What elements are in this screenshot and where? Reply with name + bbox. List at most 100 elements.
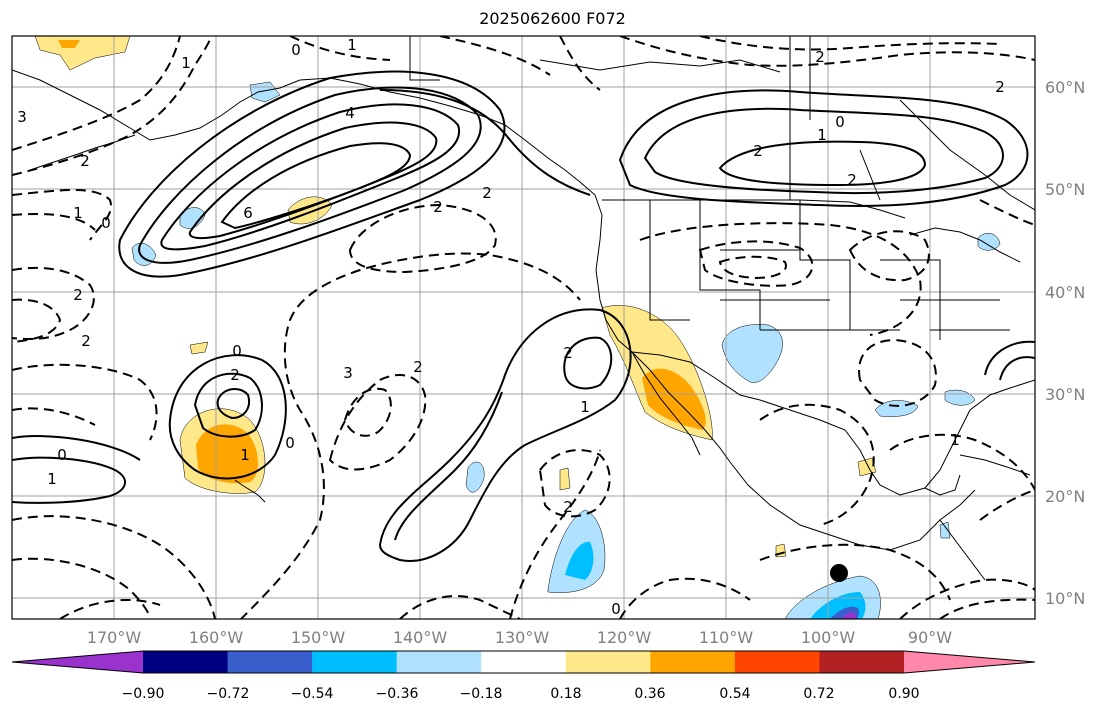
yucatan [924, 474, 961, 496]
state-line-2 [699, 200, 761, 330]
contour-dashed-33 [759, 543, 951, 601]
contour-label: 2 [413, 358, 423, 376]
shade-blue-w1 [179, 207, 206, 229]
contour-solid-mid-2 [394, 391, 503, 541]
contour-dashed-9 [12, 515, 216, 619]
shade-blue-mid [465, 461, 485, 493]
contour-label: 1 [950, 431, 960, 449]
contour-label: 1 [817, 126, 827, 144]
colorbar-segment [227, 651, 313, 673]
contour-dashed-29 [979, 199, 1035, 226]
north-coast [409, 36, 781, 81]
colorbar-tick-label: 0.90 [888, 686, 919, 702]
contour-label: 0 [57, 446, 67, 464]
colorbar-tick-label: −0.54 [291, 686, 334, 702]
lat-label: 40°N [1045, 283, 1085, 302]
aleutians [29, 134, 136, 171]
contour-label: 2 [753, 142, 763, 160]
contour-label: 0 [291, 41, 301, 59]
contour-dashed-15 [348, 203, 497, 274]
state-line-5 [880, 259, 1010, 340]
contour-dashed-2 [12, 36, 213, 176]
contour-label: 2 [847, 171, 857, 189]
colorbar-tick-label: 0.18 [550, 686, 581, 702]
colorbar-segment [312, 651, 398, 673]
shade-yellow-small2 [559, 467, 571, 491]
shade-blue-caribpac [939, 521, 951, 539]
colorbar-tick-label: −0.36 [376, 686, 419, 702]
contour-dashed-8 [12, 407, 96, 426]
shade-blue-lakes [977, 232, 1001, 251]
contour-label: 2 [73, 286, 83, 304]
colorbar-tick-label: −0.72 [207, 686, 250, 702]
colorbar-segment [734, 651, 820, 673]
contour-label: 0 [101, 214, 111, 232]
lon-label: 160°W [189, 628, 244, 647]
state-line-1 [649, 200, 690, 321]
lon-label: 100°W [801, 628, 856, 647]
lon-label: 90°W [908, 628, 952, 647]
state-line-4 [720, 249, 850, 331]
contour-dashed-27 [639, 222, 922, 336]
contour-label: 3 [343, 364, 353, 382]
contour-label: 2 [81, 332, 91, 350]
contour-dashed-22 [289, 36, 391, 61]
contour-dashed-31 [759, 403, 875, 526]
lon-label: 130°W [495, 628, 550, 647]
shade-orange-nw [58, 40, 80, 48]
lat-label: 20°N [1045, 487, 1085, 506]
colorbar-segment [819, 651, 905, 673]
colorbar-tick-label: 0.54 [719, 686, 750, 702]
contour-dashed-32 [889, 433, 1035, 491]
contour-solid-gulf-2 [138, 86, 482, 264]
contour-dashed-23 [619, 36, 1035, 67]
colorbar-segment [565, 651, 651, 673]
contour-dashed-6 [12, 298, 62, 343]
colorbar-segment [396, 651, 482, 673]
lon-label: 150°W [291, 628, 346, 647]
baja [631, 351, 701, 456]
state-line-3 [799, 200, 900, 331]
contour-label: 6 [243, 204, 253, 222]
contour-dashed-21 [439, 36, 551, 76]
lat-label: 60°N [1045, 78, 1085, 97]
contour-label: 1 [73, 204, 83, 222]
contour-solid-hawaii-2 [193, 372, 263, 438]
contour-label: 1 [580, 398, 590, 416]
contour-label: 1 [181, 54, 191, 72]
contour-dashed-19 [619, 577, 751, 619]
contour-label: 3 [17, 108, 27, 126]
lon-label: 110°W [699, 628, 754, 647]
hawaii [234, 479, 266, 503]
contour-label: 0 [611, 600, 621, 618]
shaded-anomalies [34, 36, 1001, 619]
map-title: 2025062600 F072 [479, 9, 626, 28]
lat-label: 10°N [1045, 589, 1085, 608]
contour-dashed-36 [939, 598, 1035, 619]
lat-label: 50°N [1045, 180, 1085, 199]
contour-solid-jet-tail [379, 89, 591, 196]
gulf-coast [759, 379, 1035, 496]
alaska-coast [12, 69, 603, 216]
contour-dashed-35 [979, 489, 1035, 521]
contour-solid-canada-3 [718, 140, 927, 187]
shade-orange-hawaii [196, 424, 259, 484]
canada-prov-1 [789, 36, 881, 201]
location-marker-dot [830, 564, 848, 582]
contour-solid-gulf-1 [118, 70, 506, 278]
coastlines [12, 36, 1035, 581]
contour-dashed-4 [12, 212, 96, 231]
contour-solid-west-1 [12, 456, 126, 504]
longitude-axis: 170°W 160°W 150°W 140°W 130°W 120°W 110°… [87, 628, 952, 647]
map-frame [11, 35, 1036, 620]
shade-blue-4cor [721, 324, 783, 383]
colorbar-tick-label: −0.90 [122, 686, 165, 702]
contour-label: 4 [345, 104, 355, 122]
colorbar-outline [11, 650, 1036, 674]
contour-dashed-28 [848, 230, 930, 282]
contour-solid-mid-1 [378, 308, 632, 562]
contour-dashed-34 [899, 578, 1035, 619]
contour-dashed-10 [12, 557, 151, 619]
contour-dashed-16 [399, 595, 521, 619]
contour-solid-gulf-4 [188, 121, 438, 240]
